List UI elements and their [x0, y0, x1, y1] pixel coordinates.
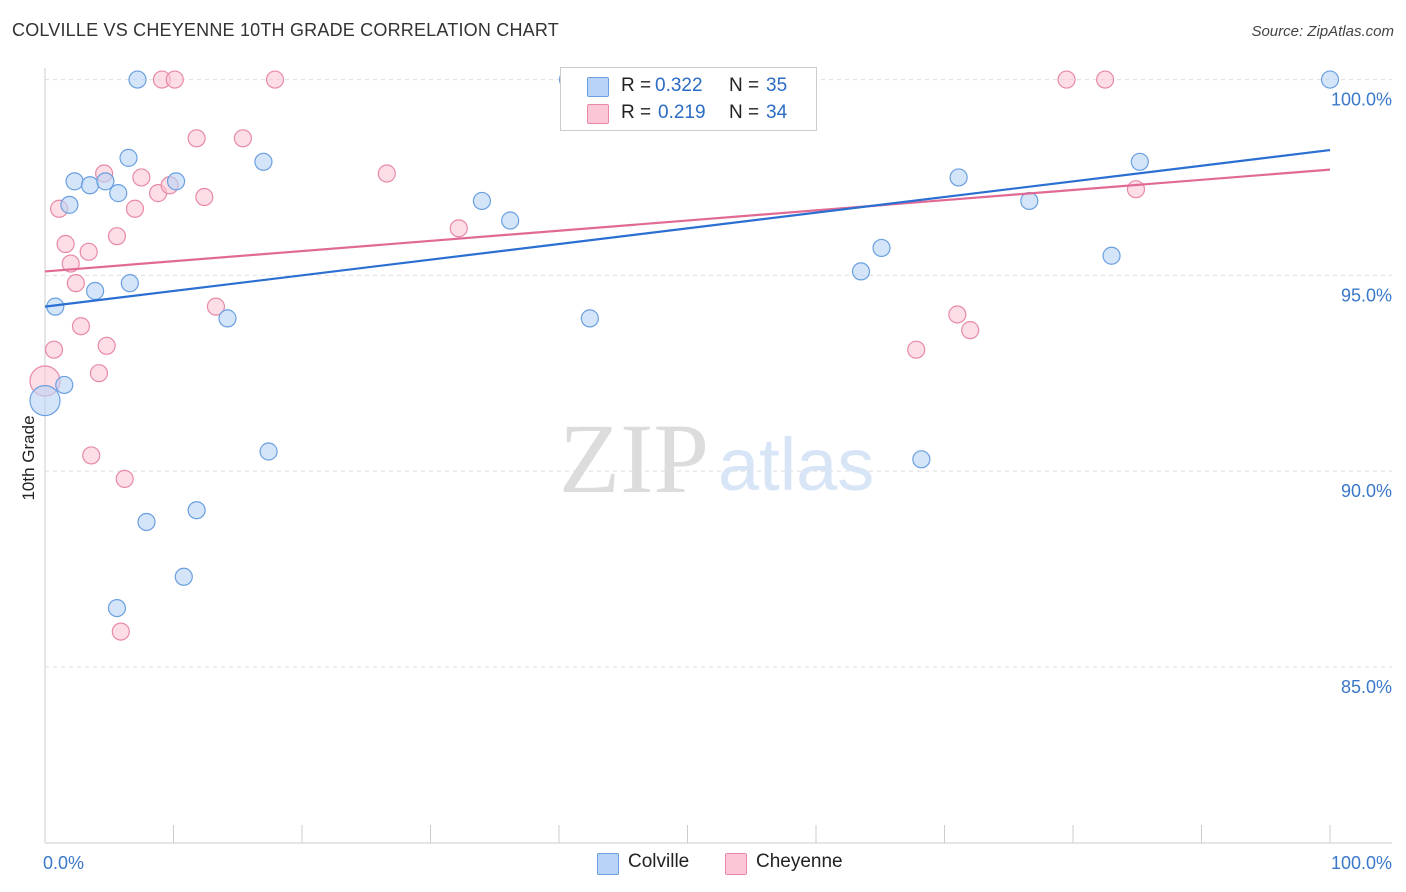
cheyenne-point [115, 469, 134, 489]
r-label: R = [621, 102, 652, 123]
colville-n-value: 35 [766, 75, 788, 96]
colville-legend-swatch [597, 853, 619, 875]
r-label: R = [621, 75, 652, 96]
cheyenne-point [1126, 180, 1146, 199]
stats-legend: R = 0.322 N = 35 R = 0.219 N = 34 [560, 67, 817, 131]
colville-point [119, 148, 138, 167]
cheyenne-point [961, 321, 980, 340]
n-label: N = [729, 75, 760, 96]
cheyenne-point [89, 364, 109, 383]
n-label: N = [729, 102, 760, 123]
colville-point [218, 309, 237, 328]
cheyenne-n-value: 34 [766, 102, 788, 123]
cheyenne-point [61, 254, 80, 273]
colville-point [1130, 152, 1149, 171]
cheyenne-point [132, 168, 151, 187]
cheyenne-point [948, 305, 967, 324]
y-tick-label: 100.0% [1331, 90, 1392, 110]
y-axis-title: 10th Grade [19, 415, 38, 500]
cheyenne-point [97, 336, 116, 355]
y-tick-label: 95.0% [1341, 285, 1392, 305]
trend-lines [44, 148, 1331, 308]
cheyenne-point [195, 187, 214, 207]
cheyenne-point [165, 70, 184, 89]
colville-point [949, 168, 968, 187]
colville-point [96, 172, 115, 191]
colville-point [55, 375, 74, 395]
colville-point [65, 172, 84, 191]
colville-point [174, 567, 193, 586]
colville-point [86, 281, 105, 301]
chart-title: COLVILLE VS CHEYENNE 10TH GRADE CORRELAT… [12, 20, 559, 40]
cheyenne-point [44, 340, 64, 359]
cheyenne-point [377, 164, 396, 183]
cheyenne-point [907, 340, 926, 359]
watermark-atlas: atlas [718, 423, 874, 506]
cheyenne-point [206, 297, 226, 316]
cheyenne-point [265, 70, 285, 89]
colville-point [254, 152, 273, 171]
colville-point [501, 211, 520, 230]
cheyenne-point [111, 622, 130, 641]
x-tick-label: 100.0% [1331, 853, 1392, 873]
cheyenne-point [107, 227, 127, 246]
colville-trend-line [44, 148, 1331, 308]
colville-point [259, 442, 278, 461]
colville-point [128, 70, 147, 89]
colville-point [29, 385, 61, 417]
cheyenne-point [79, 242, 98, 261]
cheyenne-point [233, 129, 252, 148]
colville-point [166, 172, 186, 191]
watermark: ZIP atlas [559, 403, 874, 514]
colville-point [60, 195, 79, 214]
colville-point [912, 450, 931, 469]
cheyenne-point [71, 317, 91, 336]
cheyenne-point [82, 446, 101, 465]
colville-point [1320, 70, 1340, 89]
y-tick-label: 90.0% [1341, 481, 1392, 501]
data-points [29, 70, 1340, 641]
colville-point [872, 238, 891, 258]
cheyenne-point [125, 199, 145, 218]
cheyenne-r-value: 0.219 [658, 102, 706, 123]
cheyenne-legend-swatch [725, 853, 747, 875]
legend-label-cheyenne: Cheyenne [756, 851, 843, 872]
cheyenne-point [66, 274, 85, 293]
watermark-zip: ZIP [559, 403, 709, 514]
colville-point [580, 309, 599, 328]
colville-swatch [587, 77, 609, 97]
colville-point [80, 176, 100, 195]
x-tick-label: 0.0% [43, 853, 84, 873]
colville-point [109, 184, 128, 203]
colville-point [1102, 246, 1121, 265]
colville-point [851, 262, 871, 281]
cheyenne-point [1096, 70, 1115, 89]
colville-point [107, 598, 127, 618]
cheyenne-point [56, 234, 75, 254]
colville-point [137, 512, 156, 532]
colville-r-value: 0.322 [655, 75, 703, 96]
y-tick-label: 85.0% [1341, 677, 1392, 697]
colville-point [187, 501, 206, 520]
colville-point [120, 274, 139, 293]
cheyenne-point [1057, 70, 1076, 89]
cheyenne-trend-line [44, 168, 1331, 273]
cheyenne-point [449, 219, 468, 238]
axes [44, 68, 1392, 844]
cheyenne-point [187, 129, 206, 148]
source-label: Source: ZipAtlas.com [1251, 23, 1394, 40]
colville-point [472, 191, 491, 211]
cheyenne-swatch [587, 104, 609, 124]
axis-labels: 85.0% 90.0% 95.0% 100.0% 0.0% 100.0% 10th Grad… [19, 90, 1392, 873]
legend-label-colville: Colville [628, 851, 690, 872]
